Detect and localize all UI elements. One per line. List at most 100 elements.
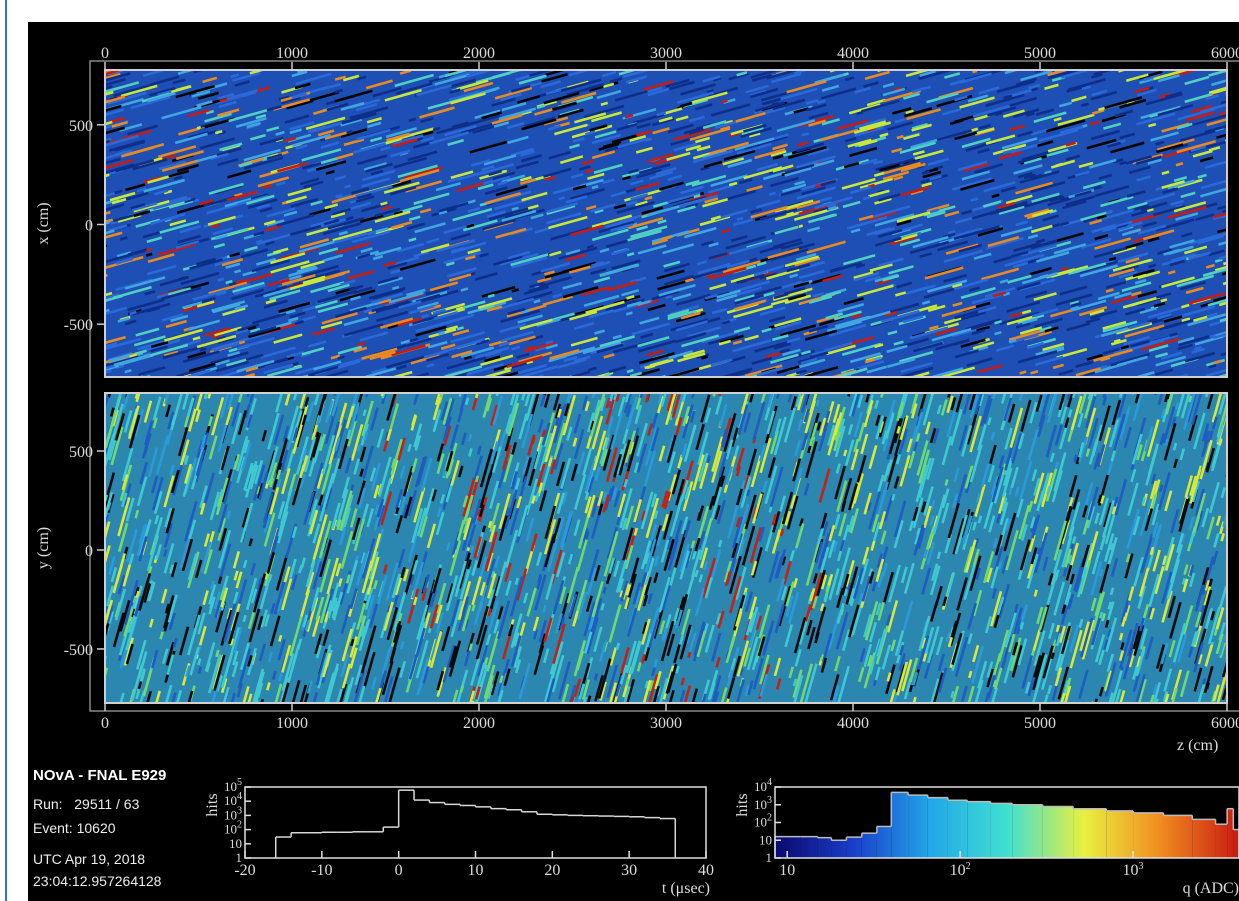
hit-streak: [125, 370, 132, 372]
x-tick-label: 6000: [1211, 45, 1239, 62]
hit-streak: [461, 686, 463, 693]
hit-streak: [587, 246, 593, 248]
hit-streak: [558, 198, 564, 200]
display-canvas: NOvA - FNAL E929 Run: 29511 / 63 Event: …: [0, 0, 1239, 901]
hit-streak: [211, 602, 213, 609]
hit-streak: [666, 296, 672, 298]
y-tick-label: 0: [85, 217, 93, 234]
hit-streak: [592, 186, 598, 188]
hit-streak: [1161, 299, 1167, 301]
hit-streak: [1109, 258, 1116, 260]
hit-streak: [626, 679, 628, 686]
hit-streak: [226, 281, 233, 283]
hit-streak: [473, 605, 475, 611]
hit-streak: [605, 374, 611, 376]
hit-streak: [701, 357, 707, 359]
hit-streak: [845, 589, 847, 596]
hit-streak: [409, 119, 416, 121]
event-date: UTC Apr 19, 2018: [33, 851, 145, 867]
event-time: 23:04:12.957264128: [33, 873, 162, 889]
hit-streak: [694, 195, 700, 197]
experiment-title: NOvA - FNAL E929: [33, 767, 166, 784]
hit-streak: [627, 253, 634, 255]
hit-streak: [256, 241, 262, 243]
hit-streak: [164, 550, 166, 557]
hit-streak: [999, 562, 1001, 569]
hit-streak: [488, 295, 494, 297]
x-tick-label: 2000: [463, 45, 495, 62]
hit-streak: [769, 193, 776, 195]
hit-streak: [392, 287, 399, 289]
hit-streak: [466, 398, 468, 405]
hit-streak: [534, 300, 540, 302]
hit-streak: [512, 289, 519, 291]
hit-streak: [456, 308, 463, 310]
event-display: NOvA - FNAL E929 Run: 29511 / 63 Event: …: [0, 0, 1239, 901]
hit-streak: [737, 218, 743, 220]
hit-streak: [216, 650, 218, 657]
hit-streak: [1052, 653, 1054, 659]
hit-streak: [269, 574, 271, 580]
hit-streak: [1056, 164, 1062, 166]
hit-streak: [1207, 683, 1209, 689]
hit-streak: [626, 313, 632, 315]
hit-streak: [910, 685, 912, 692]
run-number: Run: 29511 / 63: [33, 796, 140, 812]
hit-streak: [617, 643, 619, 650]
hit-streak: [351, 639, 353, 646]
hit-streak: [320, 505, 322, 511]
hit-streak: [344, 186, 350, 188]
hit-streak: [364, 410, 366, 416]
x-tick-label: 4000: [837, 45, 869, 62]
hit-streak: [595, 674, 597, 681]
hit-streak: [1160, 485, 1162, 492]
x-tick-label: 0: [101, 45, 109, 62]
hit-streak: [721, 101, 727, 103]
x-tick-label: 3000: [650, 45, 682, 62]
event-number: Event: 10620: [33, 820, 116, 836]
hit-streak: [1106, 211, 1113, 213]
hit-streak: [627, 370, 633, 372]
hit-streak: [892, 494, 894, 500]
hit-streak: [844, 450, 846, 456]
hit-streak: [561, 443, 563, 449]
hit-streak: [1085, 362, 1092, 364]
hit-streak: [512, 208, 519, 210]
y-tick-label: -500: [64, 317, 93, 334]
hit-streak: [483, 526, 485, 532]
hit-streak: [438, 332, 444, 334]
hit-streak: [229, 283, 236, 285]
x-tick-label: 5000: [1024, 45, 1056, 62]
y-tick-label: 500: [69, 118, 93, 135]
hit-streak: [219, 577, 221, 584]
hit-streak: [1020, 372, 1026, 374]
hit-streak: [802, 133, 809, 135]
hit-area: [75, 40, 1239, 397]
hit-streak: [1183, 578, 1185, 584]
hit-streak: [146, 254, 152, 256]
hit-streak: [857, 112, 863, 114]
hit-streak: [279, 635, 281, 641]
hit-streak: [863, 197, 870, 199]
hit-streak: [1035, 590, 1037, 597]
hit-streak: [696, 570, 698, 577]
hit-streak: [200, 349, 206, 351]
hit-streak: [995, 332, 1002, 334]
hit-streak: [282, 466, 284, 472]
hit-streak: [457, 327, 463, 329]
hit-streak: [516, 578, 518, 585]
hit-streak: [218, 279, 224, 281]
hit-streak: [817, 400, 819, 406]
hit-streak: [285, 366, 291, 368]
hit-streak: [336, 195, 343, 197]
y-axis-label: x (cm): [35, 202, 52, 244]
hit-streak: [952, 691, 954, 698]
x-tick-label: 1000: [276, 45, 308, 62]
hit-streak: [130, 312, 137, 314]
hit-streak: [918, 528, 920, 534]
hit-streak: [234, 270, 240, 272]
hit-streak: [381, 203, 388, 205]
hit-streak: [897, 136, 904, 138]
hit-streak: [601, 103, 608, 105]
hit-streak: [604, 587, 606, 594]
